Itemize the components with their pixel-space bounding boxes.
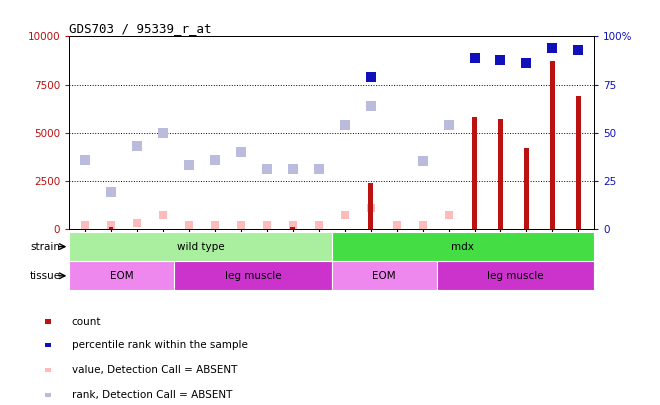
Bar [550, 62, 555, 229]
Text: count: count [71, 317, 101, 326]
Point [131, 220, 142, 226]
Point [573, 47, 583, 53]
Bar [45, 368, 51, 372]
Point [261, 166, 272, 173]
Bar [45, 392, 51, 397]
Point [209, 222, 220, 228]
Bar [45, 319, 51, 324]
Point [236, 149, 246, 155]
Point [339, 212, 350, 219]
Point [366, 74, 376, 80]
Bar [332, 232, 594, 261]
Bar [576, 96, 581, 229]
Point [106, 189, 116, 196]
Text: EOM: EOM [372, 271, 396, 281]
Point [469, 54, 480, 61]
Point [366, 102, 376, 109]
Bar [368, 183, 373, 229]
Bar [174, 261, 331, 290]
Text: mdx: mdx [451, 242, 475, 252]
Point [521, 60, 532, 67]
Bar [69, 232, 332, 261]
Text: tissue: tissue [30, 271, 61, 281]
Point [287, 166, 298, 173]
Bar [290, 228, 295, 229]
Bar [498, 119, 503, 229]
Point [314, 166, 324, 173]
Point [80, 156, 90, 163]
Point [236, 222, 246, 228]
Point [366, 205, 376, 211]
Text: wild type: wild type [177, 242, 224, 252]
Text: rank, Detection Call = ABSENT: rank, Detection Call = ABSENT [71, 390, 232, 400]
Point [495, 56, 506, 63]
Point [547, 45, 558, 51]
Text: strain: strain [30, 242, 60, 252]
Text: EOM: EOM [110, 271, 133, 281]
Text: leg muscle: leg muscle [224, 271, 281, 281]
Bar [332, 261, 437, 290]
Point [261, 222, 272, 228]
Point [209, 156, 220, 163]
Point [444, 122, 454, 128]
Point [287, 222, 298, 228]
Point [80, 222, 90, 228]
Point [183, 222, 194, 228]
Text: GDS703 / 95339_r_at: GDS703 / 95339_r_at [69, 22, 212, 35]
Point [417, 158, 428, 165]
Bar [108, 226, 114, 229]
Point [158, 212, 168, 219]
Bar [472, 117, 477, 229]
Text: leg muscle: leg muscle [487, 271, 544, 281]
Bar [524, 148, 529, 229]
Point [183, 162, 194, 168]
Point [314, 222, 324, 228]
Point [339, 122, 350, 128]
Text: value, Detection Call = ABSENT: value, Detection Call = ABSENT [71, 365, 237, 375]
Bar [437, 261, 594, 290]
Bar [69, 261, 174, 290]
Point [417, 222, 428, 228]
Text: percentile rank within the sample: percentile rank within the sample [71, 341, 248, 350]
Point [131, 143, 142, 149]
Bar [45, 343, 51, 347]
Point [444, 212, 454, 219]
Point [106, 222, 116, 228]
Point [391, 222, 402, 228]
Point [158, 130, 168, 136]
